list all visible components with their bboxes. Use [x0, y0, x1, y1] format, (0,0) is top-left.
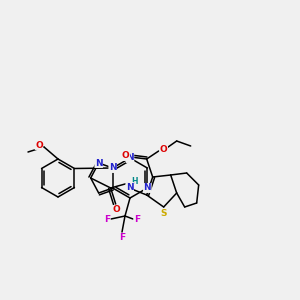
Text: S: S	[160, 208, 167, 217]
Text: N: N	[126, 154, 134, 163]
Text: N: N	[126, 182, 134, 191]
Text: N: N	[109, 164, 116, 172]
Text: O: O	[122, 152, 130, 160]
Text: O: O	[113, 206, 121, 214]
Text: F: F	[104, 214, 110, 224]
Text: F: F	[119, 233, 125, 242]
Text: N: N	[95, 158, 103, 167]
Text: O: O	[35, 140, 43, 149]
Text: O: O	[160, 145, 168, 154]
Text: H: H	[131, 178, 138, 187]
Text: N: N	[143, 184, 151, 193]
Text: F: F	[134, 214, 140, 224]
